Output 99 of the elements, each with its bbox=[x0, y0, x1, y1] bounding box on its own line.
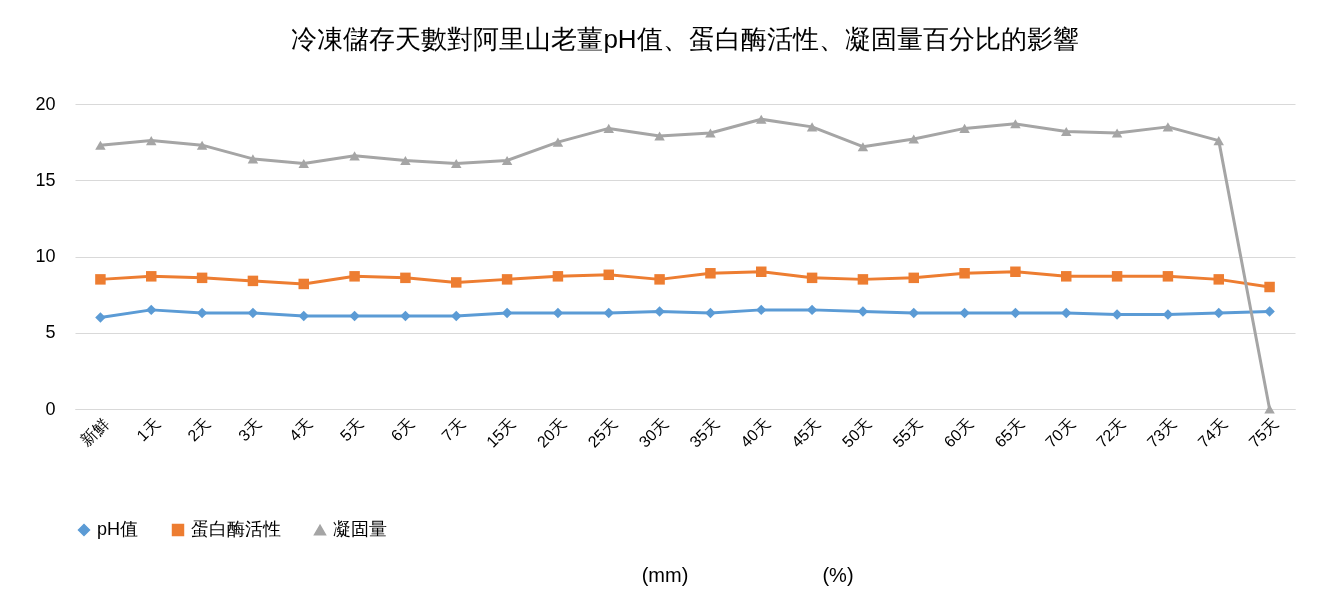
point bbox=[451, 158, 462, 169]
point bbox=[654, 131, 665, 141]
x-tick-label: 新鮮 bbox=[77, 414, 113, 450]
x-tick-label: 4天 bbox=[285, 414, 316, 445]
point bbox=[146, 304, 157, 316]
point bbox=[1264, 306, 1275, 317]
point bbox=[756, 114, 767, 124]
point bbox=[247, 154, 259, 164]
point bbox=[1061, 307, 1072, 319]
x-tick-label: 50天 bbox=[838, 414, 875, 451]
x-tick-label: 7天 bbox=[438, 414, 469, 445]
point bbox=[1010, 119, 1021, 129]
x-tick-label: 1天 bbox=[133, 414, 164, 445]
point bbox=[705, 128, 716, 138]
x-tick-label: 6天 bbox=[387, 414, 418, 445]
point bbox=[1111, 128, 1123, 138]
point bbox=[908, 307, 919, 319]
point bbox=[247, 275, 259, 287]
x-tick-label: 5天 bbox=[336, 414, 367, 445]
point bbox=[857, 142, 869, 152]
point bbox=[603, 123, 614, 133]
point bbox=[552, 137, 564, 147]
point bbox=[1213, 307, 1224, 319]
x-tick-label: 35天 bbox=[686, 414, 723, 451]
point bbox=[298, 310, 309, 322]
x-tick-label: 73天 bbox=[1143, 414, 1180, 451]
point bbox=[1162, 122, 1174, 132]
point bbox=[298, 158, 309, 169]
x-tick-label: 70天 bbox=[1042, 414, 1079, 451]
legend-label: 蛋白酶活性 bbox=[191, 519, 281, 539]
point bbox=[603, 269, 614, 281]
y-tick-label: 20 bbox=[35, 93, 56, 114]
point bbox=[1213, 136, 1224, 146]
point bbox=[1061, 271, 1072, 282]
legend-label: pH值 bbox=[97, 519, 139, 539]
x-tick-label: 60天 bbox=[940, 414, 977, 451]
point bbox=[1264, 281, 1275, 293]
point bbox=[501, 274, 513, 285]
point bbox=[501, 155, 513, 165]
point bbox=[908, 134, 919, 144]
x-tick-label: 75天 bbox=[1245, 414, 1282, 451]
point bbox=[146, 136, 157, 146]
point bbox=[1213, 274, 1224, 285]
x-tick-label: 40天 bbox=[737, 414, 774, 451]
point bbox=[1162, 271, 1174, 282]
point bbox=[1010, 266, 1021, 277]
point bbox=[756, 266, 767, 277]
point bbox=[400, 310, 411, 322]
y-tick-label: 15 bbox=[35, 169, 56, 190]
point bbox=[400, 272, 411, 284]
chart-title: 冷凍儲存天數對阿里山老薑pH值、蛋白酶活性、凝固量百分比的影響 bbox=[291, 24, 1079, 54]
x-tick-label: 25天 bbox=[584, 414, 621, 451]
point bbox=[95, 312, 106, 323]
point bbox=[196, 140, 208, 150]
point bbox=[756, 304, 767, 316]
point bbox=[806, 122, 818, 132]
point bbox=[959, 123, 970, 133]
point bbox=[654, 306, 665, 317]
point bbox=[451, 310, 462, 322]
x-tick-label: 55天 bbox=[889, 414, 926, 451]
point bbox=[146, 271, 157, 282]
y-tick-label: 5 bbox=[45, 322, 56, 343]
point bbox=[1061, 126, 1072, 136]
point bbox=[196, 272, 208, 284]
x-tick-label: 65天 bbox=[991, 414, 1028, 451]
point bbox=[349, 310, 360, 322]
point bbox=[400, 155, 411, 165]
point bbox=[959, 268, 970, 279]
point bbox=[298, 278, 309, 290]
y-tick-label: 0 bbox=[45, 398, 56, 419]
text: (mm) bbox=[641, 564, 689, 586]
legend-label: 凝固量 bbox=[333, 519, 387, 539]
point bbox=[95, 274, 106, 285]
point bbox=[857, 274, 869, 285]
x-tick-label: 3天 bbox=[235, 414, 265, 445]
point bbox=[552, 271, 564, 282]
x-tick-label: 72天 bbox=[1092, 414, 1129, 451]
x-tick-label: 74天 bbox=[1194, 414, 1231, 451]
point bbox=[95, 140, 106, 150]
point bbox=[1264, 404, 1275, 414]
point bbox=[959, 307, 970, 319]
point bbox=[349, 151, 360, 161]
point bbox=[1010, 307, 1021, 319]
x-tick-label: 2天 bbox=[184, 414, 214, 445]
point bbox=[451, 277, 462, 288]
point bbox=[349, 271, 360, 282]
point bbox=[705, 268, 716, 279]
y-tick-label: 10 bbox=[35, 246, 56, 266]
text: (%) bbox=[822, 564, 854, 586]
point bbox=[654, 274, 665, 285]
point bbox=[705, 307, 716, 319]
x-tick-label: 45天 bbox=[787, 414, 824, 451]
x-tick-label: 20天 bbox=[533, 414, 570, 451]
point bbox=[1111, 271, 1123, 282]
x-tick-label: 15天 bbox=[482, 414, 519, 451]
point bbox=[806, 272, 818, 284]
point bbox=[603, 307, 614, 319]
x-tick-label: 30天 bbox=[635, 414, 672, 451]
point bbox=[908, 272, 919, 284]
